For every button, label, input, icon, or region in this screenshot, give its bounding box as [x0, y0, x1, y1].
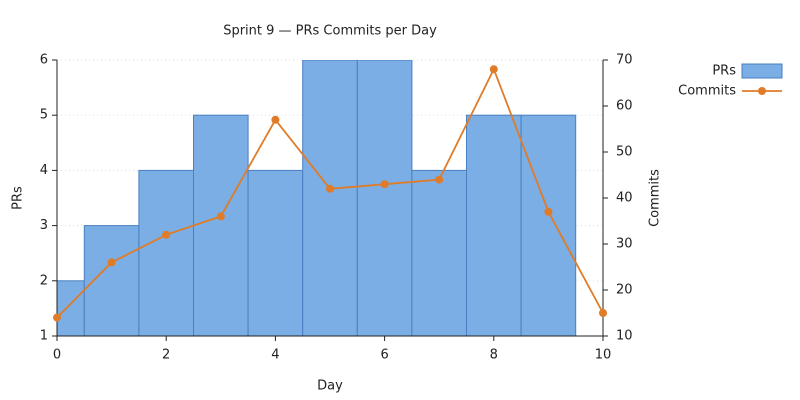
- y-tick-label: 5: [40, 108, 48, 123]
- y2-tick-label: 30: [616, 237, 633, 252]
- y-axis-label: PRs: [11, 186, 26, 210]
- legend: PRs Commits: [678, 63, 783, 99]
- y-tick-label: 2: [40, 273, 48, 288]
- y2-tick-label: 20: [616, 283, 633, 298]
- point: [435, 175, 444, 184]
- point: [599, 309, 607, 317]
- x-tick-label: 4: [271, 348, 279, 363]
- point: [216, 212, 225, 221]
- x-tick-label: 10: [595, 348, 612, 363]
- y2-tick-label: 70: [616, 53, 633, 68]
- x-tick-label: 2: [162, 348, 170, 363]
- x-tick-label: 0: [53, 348, 61, 363]
- axes: 1 2 3 4 5 6 10 20 30 40 50 60 70 0 2 4 6 8 10: [40, 53, 633, 363]
- y2-axis-label: Commits: [648, 169, 663, 227]
- bar: [411, 169, 467, 336]
- bar: [466, 114, 522, 336]
- bar: [193, 114, 249, 336]
- y2-tick-label: 40: [616, 191, 633, 206]
- point: [326, 184, 334, 193]
- y-tick-label: 4: [40, 163, 48, 178]
- bar: [247, 169, 304, 336]
- y2-tick-label: 50: [616, 145, 633, 160]
- y2-tick-label: 10: [616, 329, 633, 344]
- bar: [356, 60, 413, 336]
- point: [53, 313, 61, 322]
- bar: [138, 169, 194, 336]
- point: [162, 230, 171, 239]
- x-tick-label: 6: [380, 348, 388, 363]
- y-tick-label: 3: [40, 218, 48, 233]
- legend-label: Commits: [678, 84, 736, 99]
- x-axis-label: Day: [317, 379, 343, 394]
- y-tick-label: 6: [40, 53, 48, 68]
- bar: [520, 114, 577, 336]
- legend-marker: [758, 87, 766, 95]
- point: [489, 65, 498, 74]
- bar: [302, 60, 358, 336]
- legend-swatch: [741, 63, 783, 79]
- x-tick-label: 8: [490, 348, 498, 363]
- legend-label: PRs: [712, 64, 736, 79]
- point: [107, 258, 116, 267]
- plot-area: [57, 60, 577, 336]
- y-tick-label: 1: [40, 329, 48, 344]
- point: [271, 115, 280, 124]
- point: [380, 180, 389, 189]
- chart-title: Sprint 9 — PRs Commits per Day: [223, 24, 437, 39]
- point: [544, 207, 553, 216]
- y2-tick-label: 60: [616, 99, 633, 114]
